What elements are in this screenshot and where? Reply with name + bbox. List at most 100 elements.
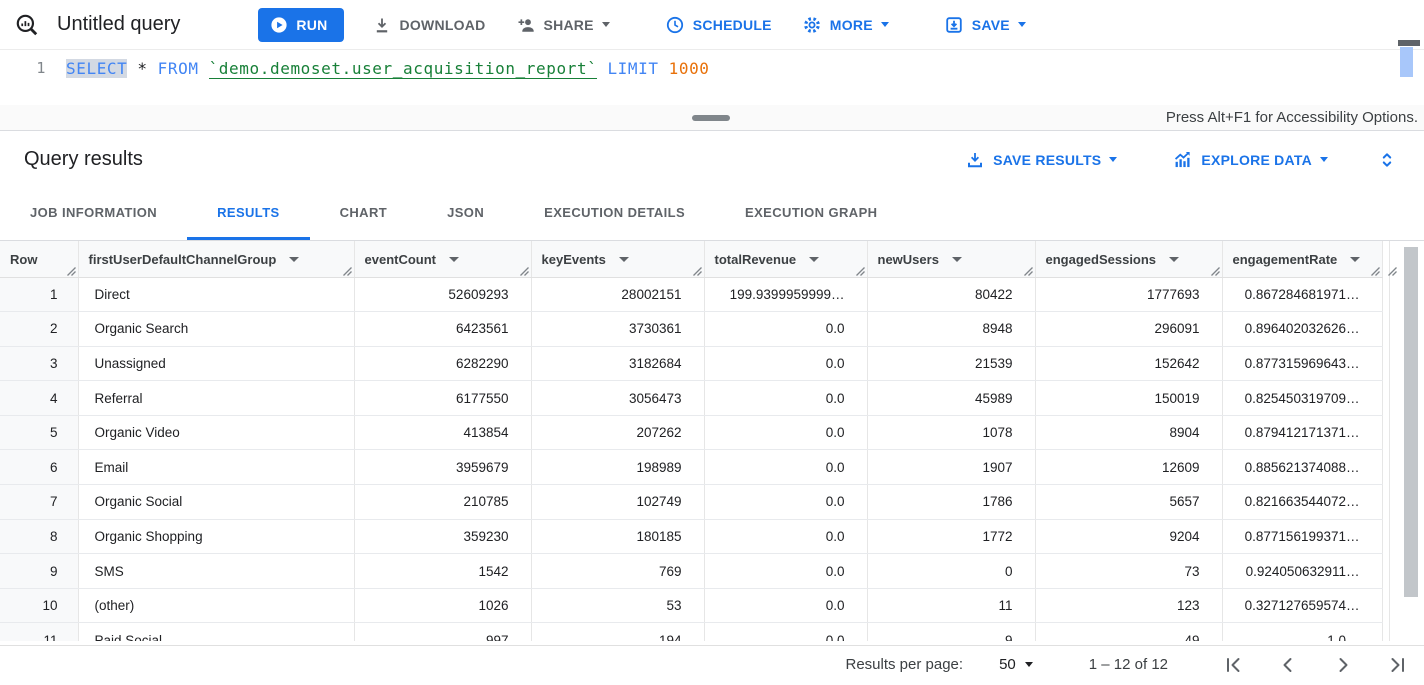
column-resize-handle[interactable] [66, 266, 76, 276]
column-label: engagedSessions [1045, 251, 1157, 267]
first-page-button[interactable] [1221, 653, 1245, 677]
cell-eventCount: 1542 [354, 553, 532, 589]
cell-keyEvents: 769 [531, 553, 705, 589]
chevron-down-icon [1109, 157, 1118, 162]
column-label: eventCount [364, 251, 437, 267]
cell-totalRevenue: 0.0 [704, 415, 868, 451]
column-resize-handle[interactable] [1210, 266, 1220, 276]
cell-engagementRate: 0.877315969643… [1222, 346, 1383, 382]
more-button[interactable]: MORE [802, 15, 889, 35]
sql-limit-value: 1000 [668, 58, 710, 78]
download-button[interactable]: DOWNLOAD [372, 15, 486, 35]
last-page-button[interactable] [1386, 653, 1410, 677]
tab-chart[interactable]: CHART [339, 205, 388, 220]
table-row: 10 (other) 1026 53 0.0 11 123 0.327127659574… [0, 588, 1383, 624]
results-table-area: Row firstUserDefaultChannelGroup eventCoun… [0, 241, 1424, 641]
tab-json[interactable]: JSON [447, 205, 485, 220]
cell-engagementRate: 0.821663544072… [1222, 484, 1383, 520]
cell-newUsers: 80422 [867, 277, 1036, 313]
explore-data-button[interactable]: EXPLORE DATA [1172, 149, 1328, 170]
next-page-button[interactable] [1331, 653, 1355, 677]
cell-engagementRate: 0.896402032626… [1222, 311, 1383, 347]
cell-eventCount: 3959679 [354, 449, 532, 486]
column-dropdown-icon[interactable] [809, 256, 820, 262]
cell-engagedSessions: 73 [1035, 553, 1223, 589]
save-button[interactable]: SAVE [944, 15, 1026, 35]
share-button[interactable]: SHARE [516, 15, 610, 35]
save-results-icon [965, 150, 985, 170]
table-row: 3 Unassigned 6282290 3182684 0.0 21539 152642 0… [0, 346, 1383, 382]
row-number-cell: 10 [0, 588, 79, 624]
accessibility-note: Press Alt+F1 for Accessibility Options. [1165, 109, 1418, 126]
cell-engagementRate: 0.877156199371… [1222, 519, 1383, 555]
column-resize-handle[interactable] [1023, 266, 1033, 276]
page-size-select[interactable]: 50 [999, 656, 1033, 673]
first-page-icon [1227, 657, 1240, 672]
cell-totalRevenue: 0.0 [704, 311, 868, 347]
splitter-drag-handle[interactable] [692, 115, 730, 121]
cell-engagementRate: 0.825450319709… [1222, 380, 1383, 416]
line-number: 1 [36, 59, 46, 77]
column-resize-handle[interactable] [519, 266, 529, 276]
column-resize-handle[interactable] [1388, 267, 1397, 276]
query-icon [14, 12, 40, 38]
cell-engagedSessions: 5657 [1035, 484, 1223, 520]
save-icon [944, 15, 964, 35]
table-row: 6 Email 3959679 198989 0.0 1907 12609 0.8856213… [0, 449, 1383, 486]
run-button[interactable]: RUN [258, 7, 344, 42]
column-dropdown-icon[interactable] [449, 256, 459, 262]
results-tabs: JOB INFORMATION RESULTS CHART JSON EXECUTION… [0, 188, 1424, 241]
tab-execution-details[interactable]: EXECUTION DETAILS [544, 205, 686, 220]
gear-icon [802, 15, 822, 35]
column-resize-handle[interactable] [692, 266, 702, 276]
cell-firstUserDefaultChannelGroup: Direct [78, 277, 355, 313]
run-button-label: RUN [296, 16, 328, 33]
row-number-cell: 2 [0, 311, 79, 347]
column-header-newUsers[interactable]: newUsers [867, 241, 1036, 278]
cell-totalRevenue: 0.0 [704, 588, 868, 624]
column-header-totalRevenue[interactable]: totalRevenue [704, 241, 868, 278]
editor-overview-marker [1398, 40, 1420, 46]
column-dropdown-icon[interactable] [1350, 256, 1361, 262]
save-results-button[interactable]: SAVE RESULTS [965, 150, 1118, 170]
results-footer: Results per page: 50 1 – 12 of 12 [0, 645, 1424, 683]
share-button-label: SHARE [543, 16, 594, 33]
column-resize-handle[interactable] [1370, 266, 1380, 276]
column-dropdown-icon[interactable] [289, 256, 300, 262]
cell-engagedSessions: 1777693 [1035, 277, 1223, 313]
column-header-row[interactable]: Row [0, 241, 79, 278]
tab-results[interactable]: RESULTS [187, 188, 310, 240]
previous-page-button[interactable] [1276, 653, 1300, 677]
chevron-down-icon [880, 22, 889, 27]
expand-collapse-button[interactable] [1376, 149, 1398, 171]
editor-scrollbar-thumb[interactable] [1400, 47, 1413, 77]
table-row: 5 Organic Video 413854 207262 0.0 1078 8904 0.8… [0, 415, 1383, 451]
column-header-engagedSessions[interactable]: engagedSessions [1035, 241, 1223, 278]
sql-editor[interactable]: 1 SELECT * FROM `demo.demoset.user_acquisit… [0, 40, 1424, 105]
row-number-cell: 1 [0, 277, 79, 313]
column-dropdown-icon[interactable] [1169, 256, 1180, 262]
cell-engagedSessions: 150019 [1035, 380, 1223, 416]
table-scrollbar-thumb[interactable] [1404, 247, 1418, 597]
tab-job-information[interactable]: JOB INFORMATION [30, 205, 158, 220]
column-resize-handle[interactable] [855, 266, 865, 276]
column-header-engagementRate[interactable]: engagementRate [1222, 241, 1383, 278]
column-dropdown-icon[interactable] [618, 256, 629, 262]
column-header-keyEvents[interactable]: keyEvents [531, 241, 705, 278]
column-header-eventCount[interactable]: eventCount [354, 241, 532, 278]
row-number-cell: 7 [0, 484, 79, 520]
cell-firstUserDefaultChannelGroup: Organic Video [78, 415, 355, 451]
column-resize-handle[interactable] [342, 266, 352, 276]
tab-execution-graph[interactable]: EXECUTION GRAPH [745, 205, 878, 220]
cell-keyEvents: 3056473 [531, 380, 705, 416]
column-header-firstUserDefaultChannelGroup[interactable]: firstUserDefaultChannelGroup [78, 241, 355, 278]
table-row: 7 Organic Social 210785 102749 0.0 1786 5657 0.… [0, 484, 1383, 520]
schedule-button[interactable]: SCHEDULE [665, 15, 772, 35]
column-dropdown-icon[interactable] [951, 256, 962, 262]
query-title[interactable]: Untitled query [57, 13, 181, 35]
sql-code-line[interactable]: SELECT * FROM `demo.demoset.user_acquisitio… [66, 58, 710, 79]
cell-newUsers: 1078 [867, 415, 1036, 451]
more-button-label: MORE [829, 16, 873, 33]
cell-engagementRate: 0.327127659574… [1222, 588, 1383, 624]
chevron-left-icon [1283, 657, 1292, 672]
